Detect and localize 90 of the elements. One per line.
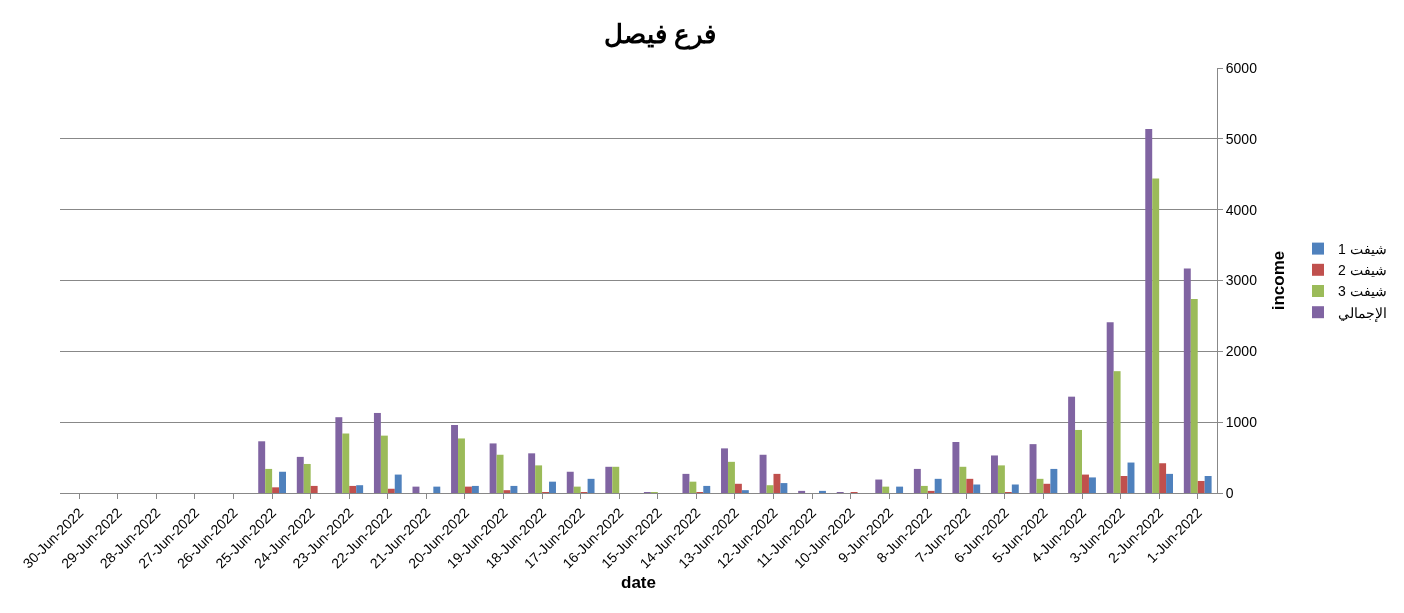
- bar: [380, 435, 388, 493]
- bar: [387, 488, 395, 493]
- bar: [721, 448, 728, 493]
- bar: [265, 468, 273, 493]
- y-tick-label: 4000: [1225, 201, 1258, 218]
- bar: [727, 461, 735, 493]
- bar: [896, 486, 904, 493]
- bar: [1075, 429, 1083, 493]
- bar: [1088, 477, 1096, 493]
- bar: [1183, 268, 1191, 493]
- bar: [703, 485, 711, 493]
- bar: [966, 478, 974, 493]
- bar: [1106, 322, 1114, 493]
- bar: [759, 454, 767, 493]
- bar: [356, 485, 364, 493]
- bar: [682, 473, 690, 493]
- bar: [433, 486, 441, 493]
- bar: [528, 453, 536, 493]
- bar: [1166, 473, 1174, 493]
- bar: [798, 490, 806, 493]
- y-tick-label: 5000: [1225, 130, 1258, 147]
- bar: [489, 443, 497, 493]
- bar: [913, 468, 921, 493]
- y-tick-label: 1000: [1225, 414, 1258, 431]
- legend-label: الإجمالي: [1337, 304, 1387, 322]
- bar: [689, 481, 697, 493]
- bar: [1159, 463, 1167, 493]
- bar: [471, 485, 479, 493]
- bar: [458, 438, 465, 493]
- bar: [335, 417, 343, 493]
- legend-label: شيفت 3: [1337, 283, 1387, 300]
- bar: [773, 473, 781, 493]
- y-tick-label: 3000: [1225, 272, 1258, 289]
- chart-title: فرع فيصل: [603, 18, 716, 50]
- bar: [1050, 468, 1058, 493]
- bar: [464, 486, 472, 493]
- bar: [973, 484, 981, 493]
- y-axis-title: income: [1268, 250, 1288, 311]
- bar: [952, 442, 960, 493]
- bar: [882, 486, 890, 493]
- bar: [535, 465, 543, 493]
- bar: [1113, 371, 1121, 493]
- bar: [373, 412, 381, 493]
- bar: [573, 486, 581, 493]
- bar: [1197, 480, 1205, 493]
- bar: [258, 441, 266, 493]
- bar: [1120, 476, 1128, 493]
- bar: [272, 487, 280, 493]
- bar: [991, 455, 998, 493]
- legend-label: شيفت 2: [1337, 262, 1387, 279]
- bar: [1068, 396, 1076, 493]
- bar: [296, 456, 304, 493]
- x-axis-title: date: [621, 572, 656, 592]
- bar: [1011, 484, 1019, 493]
- bar: [496, 454, 504, 493]
- bar: [1145, 128, 1153, 493]
- bar: [1152, 178, 1160, 493]
- bar: [1190, 298, 1198, 493]
- bar: [394, 474, 402, 493]
- bar: [1043, 483, 1051, 493]
- bar: [818, 490, 826, 493]
- bar: [959, 466, 967, 493]
- bar: [920, 485, 928, 493]
- bar: [997, 465, 1005, 493]
- bar: [612, 466, 620, 493]
- bar: [927, 490, 935, 493]
- bar: [875, 479, 883, 493]
- bar: [451, 425, 459, 493]
- bar: [587, 478, 595, 493]
- bar: [349, 485, 357, 493]
- bar: [741, 490, 749, 493]
- bar: [1029, 444, 1037, 493]
- bar: [503, 490, 511, 493]
- bar: [780, 483, 788, 493]
- bar: [510, 485, 518, 493]
- bar: [1082, 474, 1089, 493]
- bar: [605, 466, 613, 493]
- bar: [734, 483, 742, 493]
- bar: [549, 481, 556, 493]
- bar: [342, 433, 350, 493]
- bar: [303, 463, 311, 493]
- bar: [279, 471, 286, 493]
- bar: [310, 485, 318, 493]
- legend-label: شيفت 1: [1337, 241, 1387, 258]
- bar: [1204, 476, 1212, 493]
- bar: [934, 478, 942, 493]
- bar: [566, 471, 574, 493]
- y-tick-label: 0: [1225, 484, 1234, 501]
- y-tick-label: 2000: [1225, 343, 1258, 360]
- y-tick-label: 6000: [1225, 59, 1258, 76]
